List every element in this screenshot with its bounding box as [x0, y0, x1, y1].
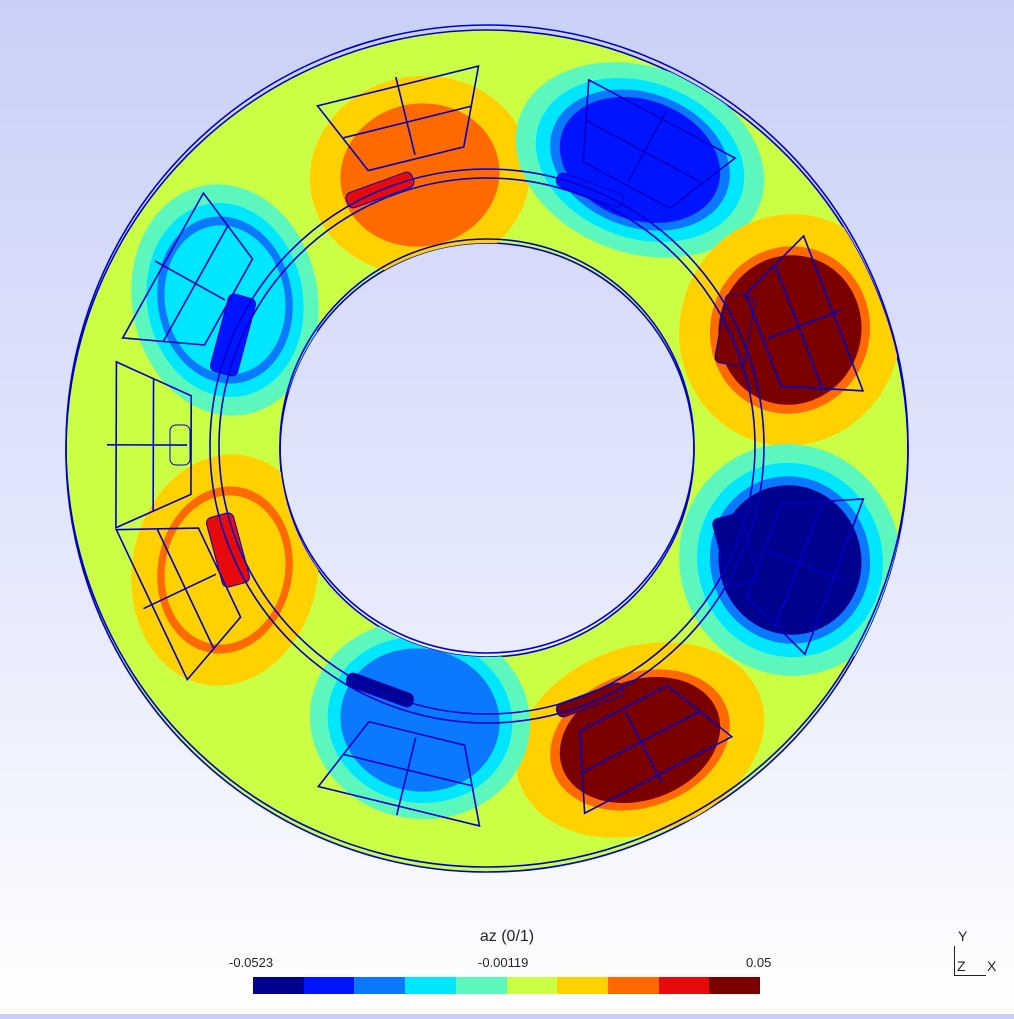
axis-x-label: X: [987, 958, 996, 974]
colorbar-segment: [304, 977, 355, 994]
axis-x-line: [954, 975, 986, 976]
colorbar-segment: [253, 977, 304, 994]
colorbar-segment: [659, 977, 710, 994]
colorbar-segment: [557, 977, 608, 994]
colorbar-segment: [608, 977, 659, 994]
colorbar: [253, 977, 760, 994]
axis-z-label: Z: [957, 958, 966, 974]
axes-triad: Y Z X: [950, 926, 1000, 976]
axis-y-line: [954, 946, 955, 976]
colorbar-segment: [507, 977, 558, 994]
axis-y-label: Y: [958, 928, 967, 944]
colorbar-mid-label: -0.00119: [478, 955, 528, 970]
colorbar-title: az (0/1): [0, 928, 1014, 946]
colorbar-min-label: -0.0523: [229, 955, 273, 970]
colorbar-max-label: 0.05: [746, 955, 771, 970]
colorbar-segment: [354, 977, 405, 994]
colorbar-segment: [709, 977, 760, 994]
colorbar-segment: [456, 977, 507, 994]
colorbar-segment: [405, 977, 456, 994]
